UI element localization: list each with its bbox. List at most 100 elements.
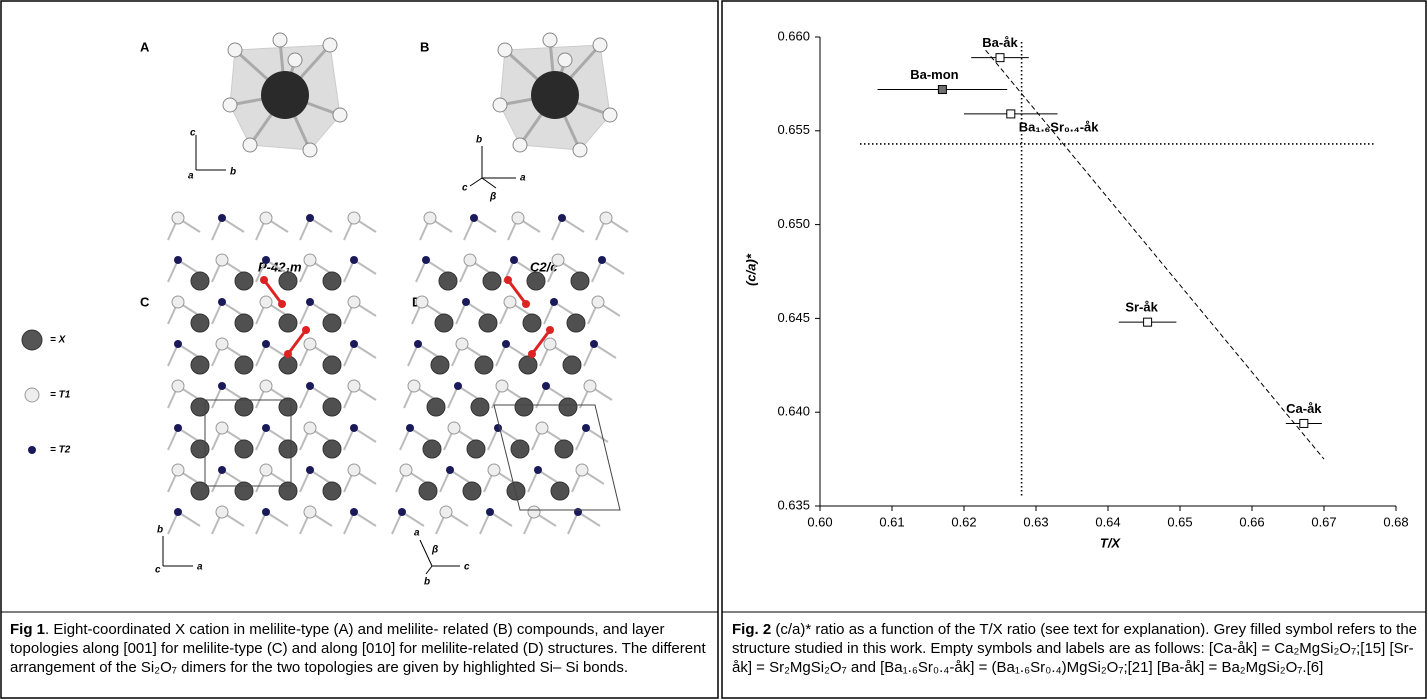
t2: [218, 298, 226, 306]
x-tick-label: 0.62: [951, 514, 976, 529]
x-tick-label: 0.63: [1023, 514, 1048, 529]
x-tick-label: 0.65: [1167, 514, 1192, 529]
panel-label: A: [140, 39, 150, 54]
caption: Fig. 2 (c/a)* ratio as a function of the…: [732, 620, 1420, 677]
legend-symbol: [25, 388, 39, 402]
axis-letter: b: [424, 577, 430, 588]
t2: [590, 340, 598, 348]
legend-label: = X: [50, 335, 67, 346]
axis-letter: c: [190, 128, 196, 139]
x-cation: [191, 482, 209, 500]
x-cation: [279, 482, 297, 500]
axis-letter: c: [155, 565, 161, 576]
t1: [448, 422, 460, 434]
structure-figure: A B C D P-42₁m C2/c = X = T1 = T2 c a b …: [22, 33, 628, 588]
t2: [550, 298, 558, 306]
x-cation: [527, 272, 545, 290]
t2: [218, 214, 226, 222]
t1: [528, 506, 540, 518]
caption-label: Fig 1: [10, 621, 45, 638]
t1: [348, 212, 360, 224]
x-cation: [507, 482, 525, 500]
t2: [582, 424, 590, 432]
y-tick-label: 0.635: [777, 497, 810, 512]
y-tick-label: 0.650: [777, 216, 810, 231]
axis-letter: a: [414, 528, 420, 539]
t1: [504, 296, 516, 308]
x-cation: [279, 356, 297, 374]
t2: [262, 340, 270, 348]
t1: [440, 506, 452, 518]
t2: [462, 298, 470, 306]
t2: [306, 214, 314, 222]
x-cation: [191, 314, 209, 332]
t1: [172, 464, 184, 476]
x-cation: [191, 356, 209, 374]
si: [528, 350, 536, 358]
si: [278, 300, 286, 308]
t2: [262, 256, 270, 264]
x-tick-label: 0.66: [1239, 514, 1264, 529]
legend-label: = T1: [50, 390, 71, 401]
t1: [536, 422, 548, 434]
t2: [306, 466, 314, 474]
t2: [414, 340, 422, 348]
point: [1300, 419, 1308, 427]
si: [284, 350, 292, 358]
x-cation: [235, 482, 253, 500]
point: [1007, 110, 1015, 118]
x-cation: [235, 356, 253, 374]
axis-triad: [196, 135, 226, 170]
anion: [228, 43, 242, 57]
anion: [303, 143, 317, 157]
t2: [470, 214, 478, 222]
x-cation: [555, 440, 573, 458]
t1: [216, 422, 228, 434]
t2: [350, 424, 358, 432]
t1: [456, 338, 468, 350]
t1: [304, 254, 316, 266]
t2: [262, 424, 270, 432]
t2: [306, 382, 314, 390]
t1: [584, 380, 596, 392]
t2: [486, 508, 494, 516]
si: [260, 276, 268, 284]
t2: [446, 466, 454, 474]
anion: [558, 53, 572, 67]
t1: [348, 464, 360, 476]
si: [546, 326, 554, 334]
x-cation: [323, 356, 341, 374]
t2: [534, 466, 542, 474]
x-cation: [511, 440, 529, 458]
x-cation: [191, 272, 209, 290]
x-cation: [235, 440, 253, 458]
cation: [531, 71, 579, 119]
x-axis-title: T/X: [1100, 535, 1122, 550]
x-cation: [471, 398, 489, 416]
anion: [543, 33, 557, 47]
axis-letter: c: [462, 183, 468, 194]
point-label: Ca-åk: [1286, 401, 1322, 416]
t1: [408, 380, 420, 392]
x-cation: [571, 272, 589, 290]
t1: [576, 464, 588, 476]
t1: [260, 212, 272, 224]
t1: [260, 296, 272, 308]
x-cation: [279, 314, 297, 332]
t1: [260, 464, 272, 476]
figure: A B C D P-42₁m C2/c = X = T1 = T2 c a b …: [0, 0, 1428, 700]
trend-line: [986, 50, 1324, 459]
panel-border: [722, 1, 1426, 698]
t1: [216, 338, 228, 350]
t1: [304, 506, 316, 518]
axis-letter: a: [197, 562, 203, 573]
t2: [174, 424, 182, 432]
x-cation: [563, 356, 581, 374]
t1: [304, 338, 316, 350]
x-cation: [191, 398, 209, 416]
panel-label: C: [140, 294, 150, 309]
t1: [304, 422, 316, 434]
x-cation: [467, 440, 485, 458]
anion: [243, 138, 257, 152]
x-cation: [323, 272, 341, 290]
